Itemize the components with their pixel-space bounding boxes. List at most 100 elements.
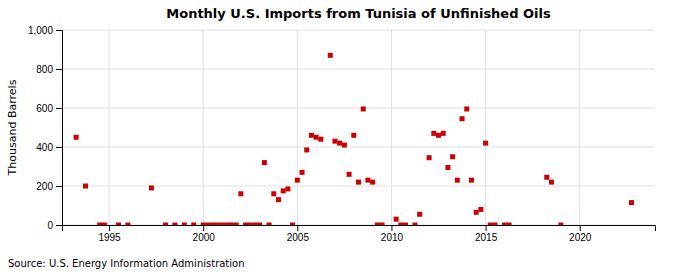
point bbox=[488, 223, 493, 226]
tick-label: 600 bbox=[36, 103, 53, 114]
grid-line bbox=[485, 30, 486, 225]
grid-line bbox=[62, 147, 655, 148]
grid bbox=[62, 30, 655, 225]
tick-mark bbox=[56, 30, 62, 31]
tick: 0 bbox=[47, 220, 62, 231]
point bbox=[431, 131, 436, 136]
point bbox=[370, 180, 375, 185]
tick-mark bbox=[56, 225, 62, 226]
tick-label: 2000 bbox=[193, 232, 216, 243]
point bbox=[436, 133, 441, 138]
tick: 1995 bbox=[98, 225, 121, 243]
point bbox=[342, 143, 347, 148]
x-axis: 1995 2000 2005 2010 2015 2020 bbox=[63, 225, 656, 243]
point bbox=[276, 197, 281, 202]
grid-line bbox=[62, 30, 655, 31]
point bbox=[544, 175, 549, 180]
title: Monthly U.S. Imports from Tunisia of Unf… bbox=[166, 6, 551, 21]
point bbox=[558, 223, 563, 226]
point bbox=[149, 185, 154, 190]
point bbox=[507, 223, 512, 226]
tick-label: 2020 bbox=[569, 232, 592, 243]
point bbox=[351, 133, 356, 138]
point bbox=[201, 223, 206, 226]
point bbox=[295, 178, 300, 183]
point bbox=[417, 212, 422, 217]
tick-mark bbox=[486, 225, 487, 231]
tick-label: 1,000 bbox=[28, 25, 53, 36]
tick-label: 2015 bbox=[475, 232, 498, 243]
point bbox=[455, 178, 460, 183]
point bbox=[262, 160, 267, 165]
point bbox=[380, 223, 385, 226]
point bbox=[182, 223, 187, 226]
point bbox=[234, 223, 239, 226]
point bbox=[337, 141, 342, 146]
point bbox=[83, 184, 88, 189]
tick-mark bbox=[580, 225, 581, 231]
tick: 200 bbox=[36, 181, 62, 192]
point bbox=[309, 133, 314, 138]
point bbox=[629, 200, 634, 205]
tick-mark bbox=[56, 147, 62, 148]
tick-label: 2005 bbox=[287, 232, 310, 243]
point bbox=[252, 223, 257, 226]
point bbox=[483, 141, 488, 146]
tick: 800 bbox=[36, 64, 62, 75]
tick-label: 400 bbox=[36, 142, 53, 153]
point bbox=[220, 223, 225, 226]
tick: 1,000 bbox=[28, 25, 62, 36]
point bbox=[125, 223, 130, 226]
axis-line bbox=[56, 31, 63, 226]
point bbox=[257, 223, 262, 226]
tick: 2010 bbox=[381, 225, 404, 243]
point bbox=[460, 116, 465, 121]
chart-container: 1995 2000 2005 2010 2015 2020 0 200 400 600 800 1,0… bbox=[0, 0, 675, 275]
tick: 2015 bbox=[475, 225, 498, 243]
point bbox=[398, 223, 403, 226]
grid-line bbox=[203, 30, 204, 225]
point bbox=[332, 139, 337, 144]
tick-mark bbox=[56, 108, 62, 109]
tick-mark bbox=[56, 69, 62, 70]
point bbox=[445, 165, 450, 170]
point bbox=[238, 191, 243, 196]
tick-label: 800 bbox=[36, 64, 53, 75]
point bbox=[474, 210, 479, 215]
tick-label: 0 bbox=[47, 220, 53, 231]
tick-mark bbox=[56, 186, 62, 187]
point bbox=[172, 223, 177, 226]
tick: 600 bbox=[36, 103, 62, 114]
point bbox=[304, 147, 309, 152]
point bbox=[248, 223, 253, 226]
point bbox=[116, 223, 121, 226]
point bbox=[412, 223, 417, 226]
point bbox=[285, 186, 290, 191]
tick-label: 200 bbox=[36, 181, 53, 192]
point bbox=[469, 178, 474, 183]
point bbox=[464, 106, 469, 111]
point bbox=[215, 223, 220, 226]
point bbox=[450, 154, 455, 159]
point bbox=[549, 180, 554, 185]
point bbox=[361, 106, 366, 111]
point bbox=[318, 137, 323, 142]
grid-line bbox=[62, 69, 655, 70]
tick-label: 2010 bbox=[381, 232, 404, 243]
point bbox=[163, 223, 168, 226]
point bbox=[97, 223, 102, 226]
point bbox=[403, 223, 408, 226]
point bbox=[224, 223, 229, 226]
point bbox=[281, 188, 286, 193]
point bbox=[229, 223, 234, 226]
tick-mark bbox=[391, 225, 392, 231]
grid-line bbox=[297, 30, 298, 225]
point bbox=[191, 223, 196, 226]
point bbox=[328, 53, 333, 58]
grid-line bbox=[62, 108, 655, 109]
point bbox=[74, 135, 79, 140]
chart: 1995 2000 2005 2010 2015 2020 0 200 400 600 800 1,0… bbox=[0, 0, 675, 275]
tick: 400 bbox=[36, 142, 62, 153]
point bbox=[365, 178, 370, 183]
grid-line bbox=[109, 30, 110, 225]
